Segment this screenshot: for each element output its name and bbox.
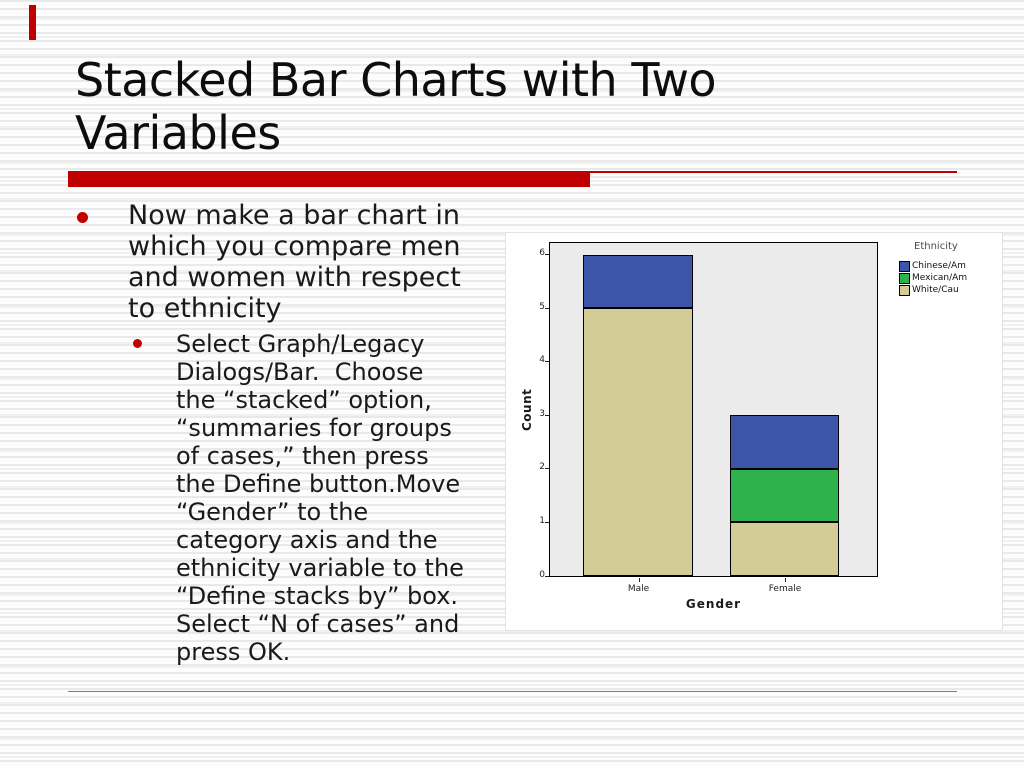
bullet-text: Now make a bar chart in which you compar… [128, 200, 461, 324]
y-tick-mark [545, 521, 549, 523]
y-tick-label: 3 [539, 408, 545, 419]
y-tick-label: 2 [539, 462, 545, 473]
legend-label: White/Cau [912, 285, 959, 295]
sub-bullet-line: Select Graph/Legacy [176, 330, 425, 358]
sub-bullet-line: the “stacked” option, [176, 386, 432, 414]
y-tick-mark [545, 414, 549, 416]
chart-legend: Ethnicity Chinese/Am Mexican/Am White/Cau [899, 241, 999, 296]
slide-title: Stacked Bar Charts with Two Variables [75, 53, 717, 160]
x-tick-mark [638, 577, 640, 582]
red-accent-dash [29, 5, 36, 40]
sub-bullet-line: “summaries for groups [176, 414, 452, 442]
sub-bullet-icon [133, 339, 142, 348]
bullet-line: and women with respect [128, 262, 461, 293]
sub-bullet-line: press OK. [176, 638, 291, 666]
y-tick-label: 5 [539, 301, 545, 312]
category-label: Male [627, 583, 650, 594]
bar-segment [583, 254, 693, 309]
y-tick-mark [545, 307, 549, 309]
slide-title-line-2: Variables [75, 106, 281, 160]
sub-bullet-line: the Define button.Move [176, 470, 461, 498]
x-axis-title: Gender [685, 597, 742, 611]
slide-title-line-1: Stacked Bar Charts with Two [75, 53, 717, 107]
legend-item: Mexican/Am [899, 272, 999, 284]
legend-swatch-icon [899, 284, 910, 296]
footer-rule [68, 691, 957, 692]
sub-bullet-line: category axis and the [176, 526, 438, 554]
bar-segment [730, 522, 839, 576]
y-tick-mark [545, 254, 549, 256]
y-tick-mark [545, 575, 549, 577]
legend-swatch-icon [899, 272, 910, 284]
sub-bullet-text: Select Graph/Legacy Dialogs/Bar. Choose … [176, 330, 464, 666]
sub-bullet-line: ethnicity variable to the [176, 554, 464, 582]
sub-bullet-line: of cases,” then press [176, 442, 429, 470]
bullet-icon [77, 212, 88, 223]
bullet-line: which you compare men [128, 231, 461, 262]
y-tick-label: 0 [539, 569, 545, 580]
legend-item: Chinese/Am [899, 260, 999, 272]
sub-bullet-line: “Gender” to the [176, 498, 369, 526]
bullet-line: to ethnicity [128, 293, 282, 324]
legend-items: Chinese/Am Mexican/Am White/Cau [899, 260, 999, 296]
stacked-bar-chart: Count Gender Ethnicity Chinese/Am Mexican… [505, 232, 1003, 631]
legend-item: White/Cau [899, 284, 999, 296]
bullet-line: Now make a bar chart in [128, 200, 460, 231]
sub-bullet-line: “Define stacks by” box. [176, 582, 459, 610]
y-tick-label: 4 [539, 355, 545, 366]
legend-swatch-icon [899, 260, 910, 272]
legend-title: Ethnicity [914, 241, 958, 252]
y-tick-mark [545, 361, 549, 363]
bar-segment [730, 468, 839, 523]
bar-segment [730, 415, 839, 469]
legend-label: Chinese/Am [912, 261, 966, 271]
sub-bullet-line: Select “N of cases” and [176, 610, 460, 638]
sub-bullet-line: Dialogs/Bar. Choose [176, 358, 424, 386]
plot-area [549, 242, 878, 577]
y-tick-mark [545, 468, 549, 470]
y-tick-label: 1 [539, 515, 545, 526]
y-tick-label: 6 [539, 248, 545, 259]
x-tick-mark [785, 577, 786, 582]
category-label: Female [768, 583, 802, 594]
legend-label: Mexican/Am [912, 273, 968, 283]
bar-segment [583, 308, 693, 576]
title-underline-thick [68, 172, 590, 187]
